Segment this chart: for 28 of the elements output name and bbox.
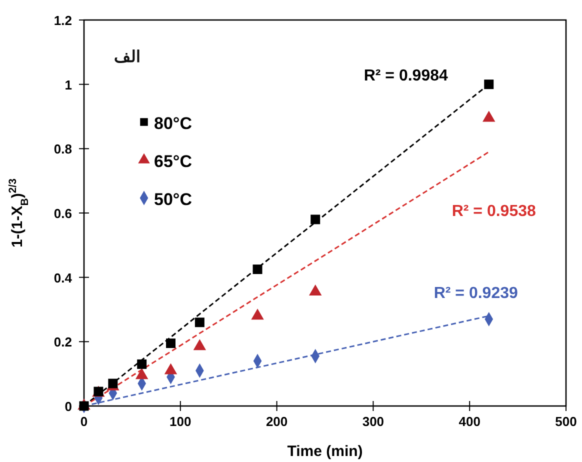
annotation: R² = 0.9984 xyxy=(364,67,448,84)
legend-label: 80°C xyxy=(154,114,192,133)
point xyxy=(194,318,204,328)
annotation: R² = 0.9239 xyxy=(434,284,518,302)
x-tick-label: 0 xyxy=(80,414,88,429)
x-tick-label: 200 xyxy=(266,414,288,429)
y-tick-label: 0.2 xyxy=(54,334,72,350)
point xyxy=(166,338,176,348)
point xyxy=(252,264,262,274)
y-tick-label: 0.8 xyxy=(54,142,72,157)
y-tick-label: 0.6 xyxy=(54,206,72,221)
y-tick-label: 0 xyxy=(64,399,72,414)
y-tick-label: 1 xyxy=(64,77,72,92)
x-tick-label: 400 xyxy=(458,414,480,429)
x-tick-label: 500 xyxy=(555,414,577,429)
point xyxy=(79,401,89,411)
x-tick-label: 300 xyxy=(362,414,384,429)
point xyxy=(137,359,147,369)
legend-label: 50°C xyxy=(154,190,192,209)
legend-label: 65°C xyxy=(154,152,192,171)
x-tick-label: 100 xyxy=(170,414,192,429)
point xyxy=(484,80,494,90)
y-tick-label: 0.4 xyxy=(54,270,73,286)
y-tick-label: 1.2 xyxy=(54,13,72,28)
annotation: الف xyxy=(114,49,140,66)
annotation: R² = 0.9538 xyxy=(452,202,536,220)
x-axis-title: Time (min) xyxy=(287,443,363,460)
point xyxy=(310,214,320,224)
